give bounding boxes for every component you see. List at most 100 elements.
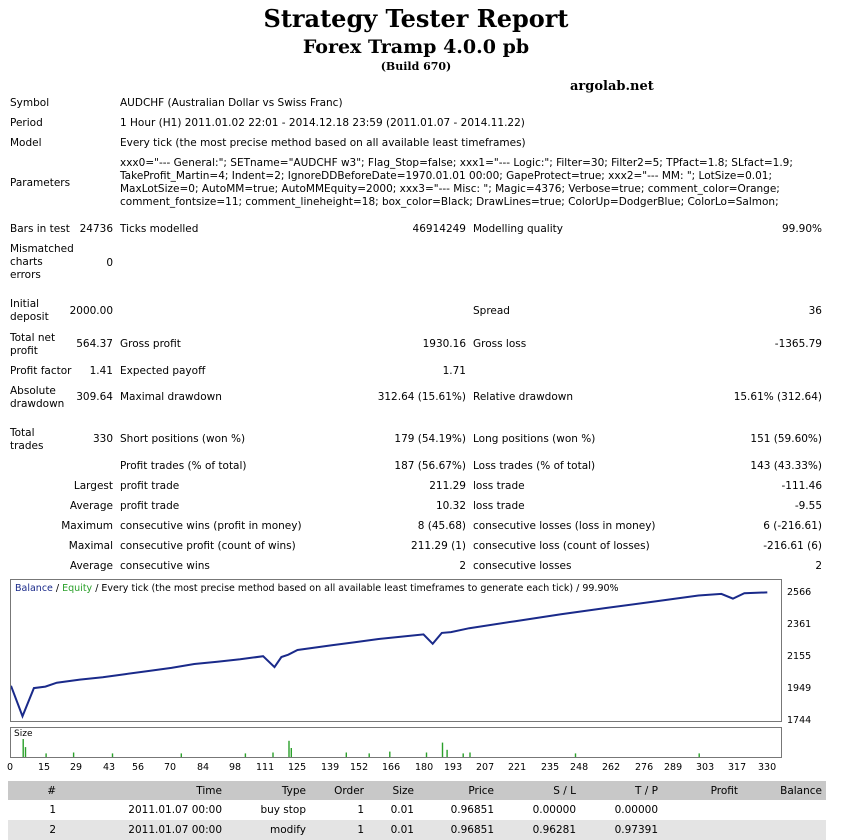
cell-time: 2011.01.07 00:00 bbox=[128, 804, 222, 816]
size-bar bbox=[244, 753, 247, 757]
profit-trades-value: 187 (56.67%) bbox=[394, 460, 466, 472]
net-profit-value: 564.37 bbox=[76, 338, 113, 350]
spread-value: 36 bbox=[808, 305, 822, 317]
payoff-value: 1.71 bbox=[442, 365, 466, 377]
x-tick-label: 221 bbox=[508, 762, 527, 773]
payoff-label: Expected payoff bbox=[120, 365, 206, 377]
cw-money-value: 8 (45.68) bbox=[417, 520, 466, 532]
cl-count-label: consecutive loss (count of losses) bbox=[473, 540, 650, 552]
x-tick-label: 111 bbox=[256, 762, 275, 773]
cell-price: 0.96851 bbox=[418, 820, 498, 840]
quality-value: 99.90% bbox=[781, 223, 822, 235]
expert-name: Forex Tramp 4.0.0 pb bbox=[302, 36, 530, 58]
total-trades-label: Total trades bbox=[10, 427, 44, 452]
size-label: Size bbox=[14, 729, 33, 739]
gross-loss-label: Gross loss bbox=[473, 338, 527, 350]
x-tick-label: 235 bbox=[541, 762, 560, 773]
cell-number: 1 bbox=[49, 804, 56, 816]
cell-profit bbox=[662, 800, 742, 820]
avg-profit-label: profit trade bbox=[120, 500, 180, 512]
x-tick-label: 166 bbox=[382, 762, 401, 773]
table-row: 2 2011.01.07 00:00 modify 1 0.01 0.96851… bbox=[8, 820, 826, 840]
col-header-balance: Balance bbox=[742, 781, 826, 800]
cp-count-value: 211.29 (1) bbox=[411, 540, 466, 552]
size-bar bbox=[368, 753, 370, 757]
x-tick-label: 207 bbox=[476, 762, 495, 773]
profit-trades-label: Profit trades (% of total) bbox=[120, 460, 247, 472]
gross-profit-value: 1930.16 bbox=[422, 338, 466, 350]
size-bar bbox=[24, 747, 27, 757]
max-dd-value: 312.64 (15.61%) bbox=[377, 391, 466, 403]
col-header-type: Type bbox=[226, 781, 310, 800]
largest-label: Largest bbox=[73, 480, 113, 492]
balance-line bbox=[11, 591, 768, 719]
legend-equity: Equity bbox=[62, 583, 93, 594]
size-bar bbox=[345, 752, 347, 757]
col-header-sl: S / L bbox=[498, 781, 580, 800]
symbol-label: Symbol bbox=[10, 97, 50, 109]
size-bar bbox=[22, 739, 24, 757]
avg-cw-label: consecutive wins bbox=[120, 560, 210, 572]
bars-value: 24736 bbox=[79, 223, 113, 235]
cell-balance bbox=[742, 820, 826, 840]
col-header-profit: Profit bbox=[662, 781, 742, 800]
y-tick-label: 1744 bbox=[787, 715, 812, 726]
x-tick-label: 43 bbox=[102, 762, 116, 773]
max-dd-label: Maximal drawdown bbox=[120, 391, 222, 403]
site-label: argolab.net bbox=[570, 79, 654, 94]
legend-balance: Balance bbox=[15, 583, 53, 594]
profit-factor-label: Profit factor bbox=[10, 365, 72, 377]
short-label: Short positions (won %) bbox=[120, 433, 246, 445]
long-value: 151 (59.60%) bbox=[750, 433, 822, 445]
size-bar bbox=[389, 751, 391, 757]
profit-factor-value: 1.41 bbox=[89, 365, 113, 377]
loss-trades-value: 143 (43.33%) bbox=[750, 460, 822, 472]
largest-loss-value: -111.46 bbox=[781, 480, 822, 492]
size-plot bbox=[22, 739, 700, 757]
size-bar bbox=[462, 753, 464, 757]
x-tick-label: 15 bbox=[37, 762, 51, 773]
bars-label: Bars in test bbox=[10, 223, 70, 235]
size-bar bbox=[698, 753, 700, 757]
size-bar bbox=[111, 753, 114, 757]
cell-type: buy stop bbox=[260, 804, 306, 816]
spread-label: Spread bbox=[473, 305, 510, 317]
col-header-size: Size bbox=[368, 781, 418, 800]
y-tick-label: 2155 bbox=[787, 651, 812, 662]
largest-profit-value: 211.29 bbox=[429, 480, 466, 492]
size-chart: Size bbox=[10, 727, 782, 758]
col-header-price: Price bbox=[418, 781, 498, 800]
x-tick-label: 56 bbox=[131, 762, 145, 773]
avg-consec-label: Average bbox=[69, 560, 113, 572]
deposit-label: Initial deposit bbox=[10, 298, 49, 323]
average-label: Average bbox=[69, 500, 113, 512]
x-tick-label: 29 bbox=[69, 762, 83, 773]
x-tick-label: 180 bbox=[415, 762, 434, 773]
x-tick-label: 0 bbox=[6, 762, 14, 773]
maximum-label: Maximum bbox=[61, 520, 113, 532]
long-label: Long positions (won %) bbox=[473, 433, 596, 445]
avg-cl-value: 2 bbox=[815, 560, 822, 572]
loss-trades-label: Loss trades (% of total) bbox=[473, 460, 596, 472]
cell-tp: 0.00000 bbox=[614, 804, 658, 816]
cl-count-value: -216.61 (6) bbox=[763, 540, 822, 552]
size-bar bbox=[272, 752, 274, 757]
cl-money-label: consecutive losses (loss in money) bbox=[473, 520, 656, 532]
cl-money-value: 6 (-216.61) bbox=[763, 520, 822, 532]
ticks-label: Ticks modelled bbox=[120, 223, 199, 235]
report-title: Strategy Tester Report bbox=[263, 4, 569, 33]
maximal-label: Maximal bbox=[68, 540, 113, 552]
deposit-value: 2000.00 bbox=[69, 305, 113, 317]
table-row: 1 2011.01.07 00:00 buy stop 1 0.01 0.968… bbox=[8, 800, 826, 820]
x-tick-label: 98 bbox=[228, 762, 242, 773]
size-bar bbox=[45, 753, 47, 757]
x-tick-label: 248 bbox=[570, 762, 589, 773]
legend-separator: / bbox=[52, 583, 63, 594]
size-bar bbox=[290, 748, 292, 757]
cw-money-label: consecutive wins (profit in money) bbox=[120, 520, 302, 532]
rel-dd-label: Relative drawdown bbox=[473, 391, 574, 403]
cell-size: 0.01 bbox=[368, 820, 418, 840]
cell-number: 2 bbox=[8, 820, 60, 840]
cell-balance bbox=[742, 800, 826, 820]
period-label: Period bbox=[10, 117, 43, 129]
